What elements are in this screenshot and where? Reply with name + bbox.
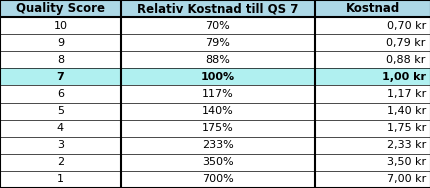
Text: 8: 8 [57,55,64,65]
Text: 0,88 kr: 0,88 kr [386,55,425,65]
Text: 79%: 79% [205,38,230,48]
Text: 10: 10 [53,21,67,31]
Text: 6: 6 [57,89,64,99]
Text: 175%: 175% [201,123,233,133]
Text: 4: 4 [57,123,64,133]
Text: 700%: 700% [201,174,233,184]
Text: 70%: 70% [205,21,230,31]
Text: 1,40 kr: 1,40 kr [386,106,425,116]
Text: 3: 3 [57,140,64,150]
Text: 2: 2 [57,157,64,167]
Bar [0,68,430,86]
Text: 9: 9 [57,38,64,48]
Text: 7,00 kr: 7,00 kr [386,174,425,184]
Text: 350%: 350% [201,157,233,167]
Text: Kostnad: Kostnad [345,2,399,15]
Text: 117%: 117% [201,89,233,99]
Text: 1,00 kr: 1,00 kr [381,72,425,82]
Text: 5: 5 [57,106,64,116]
Text: 0,70 kr: 0,70 kr [386,21,425,31]
Text: 0,79 kr: 0,79 kr [386,38,425,48]
Text: Quality Score: Quality Score [16,2,104,15]
Text: 233%: 233% [201,140,233,150]
Text: 7: 7 [56,72,64,82]
Text: 2,33 kr: 2,33 kr [386,140,425,150]
Text: 88%: 88% [205,55,230,65]
Text: 1: 1 [57,174,64,184]
Text: 1,17 kr: 1,17 kr [386,89,425,99]
Bar [0,0,430,17]
Text: 1,75 kr: 1,75 kr [386,123,425,133]
Text: 100%: 100% [200,72,234,82]
Text: 3,50 kr: 3,50 kr [386,157,425,167]
Text: Relativ Kostnad till QS 7: Relativ Kostnad till QS 7 [137,2,298,15]
Text: 140%: 140% [201,106,233,116]
